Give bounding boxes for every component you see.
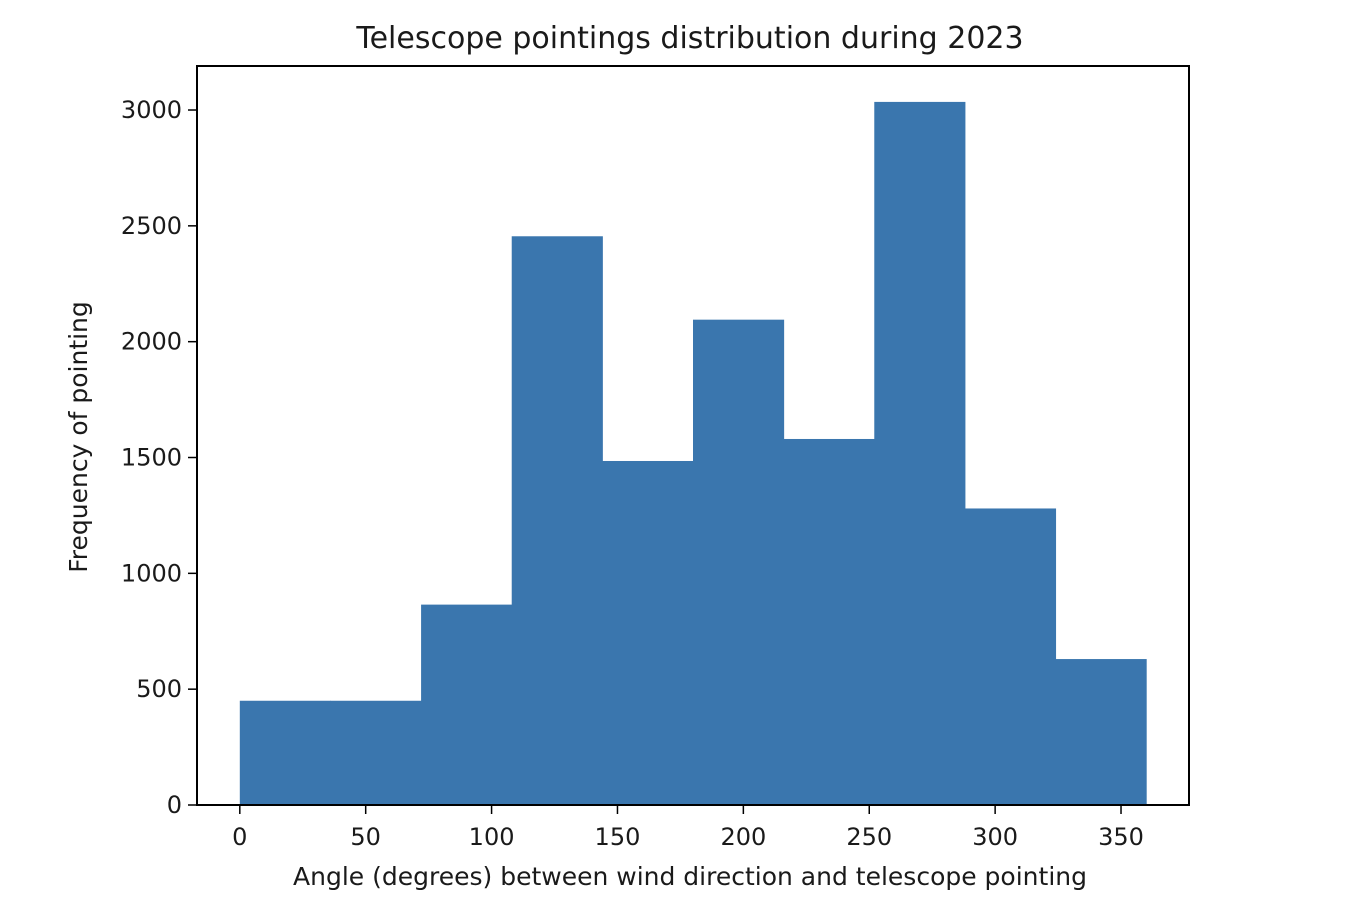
y-tick-label: 3000: [121, 96, 182, 124]
histogram-bar: [874, 101, 966, 805]
x-tick-label: 250: [846, 823, 892, 851]
y-tick-label: 500: [136, 675, 182, 703]
histogram-bar: [511, 236, 603, 805]
histogram-bar: [964, 508, 1057, 805]
chart-title: Telescope pointings distribution during …: [355, 21, 1023, 56]
x-tick-label: 150: [595, 823, 641, 851]
y-tick-label: 2000: [121, 328, 182, 356]
x-axis-ticks: 0 50 100 150 200 250 300 350: [232, 805, 1144, 851]
y-tick-label: 1500: [121, 444, 182, 472]
histogram-bar: [330, 700, 422, 805]
x-tick-label: 350: [1098, 823, 1144, 851]
x-tick-label: 300: [972, 823, 1018, 851]
histogram-bar: [602, 460, 694, 805]
y-tick-label: 2500: [121, 212, 182, 240]
histogram-bar: [421, 604, 513, 805]
x-tick-label: 200: [720, 823, 766, 851]
plot-frame: [196, 65, 1190, 806]
x-axis-label: Angle (degrees) between wind direction a…: [293, 862, 1087, 891]
histogram-bar: [783, 438, 875, 805]
x-tick-label: 100: [469, 823, 515, 851]
y-axis-ticks: 0 500 1000 1500 2000 2500 3000: [121, 96, 197, 819]
y-axis-label: Frequency of pointing: [64, 301, 93, 573]
y-tick-label: 0: [167, 791, 182, 819]
x-tick-label: 0: [232, 823, 247, 851]
histogram-bar: [1055, 659, 1147, 805]
x-tick-label: 50: [350, 823, 381, 851]
histogram-bar: [239, 700, 331, 805]
bars-group: [239, 101, 1147, 805]
histogram-bar: [693, 319, 785, 805]
y-tick-label: 1000: [121, 559, 182, 587]
